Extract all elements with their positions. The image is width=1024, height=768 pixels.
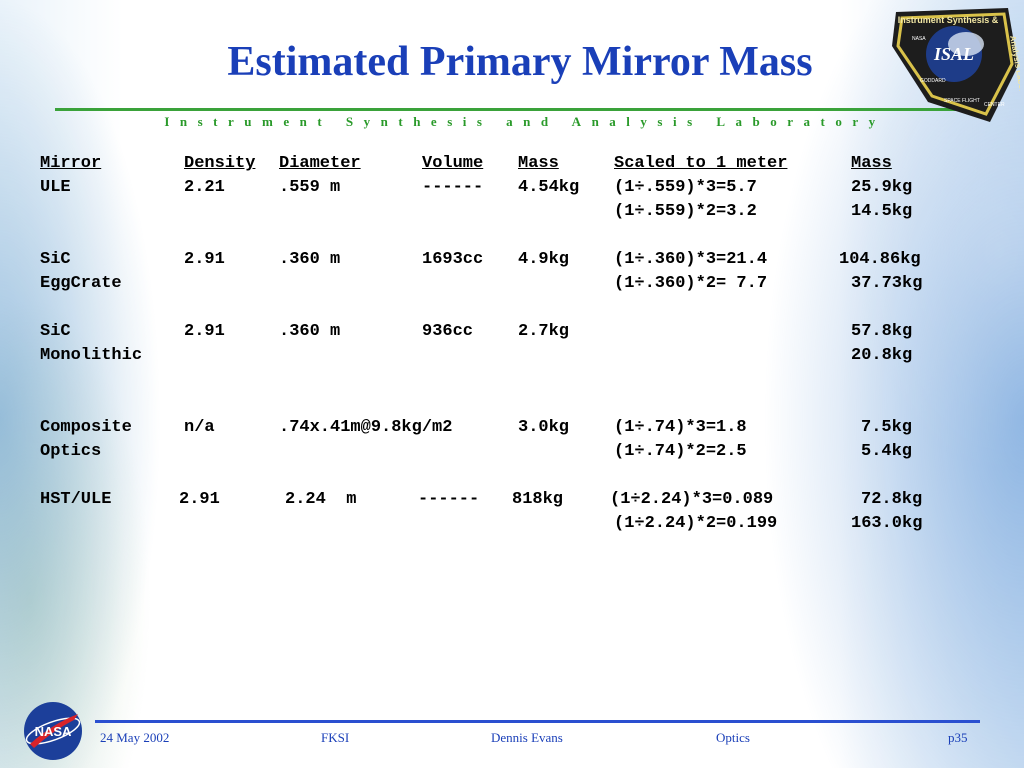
cell-scaled-mass: 14.5kg [851, 202, 913, 221]
cell-diameter: .360 m [279, 322, 341, 341]
cell-scaled: (1÷.559)*2=3.2 [614, 202, 757, 221]
cell-scaled: (1÷2.24)*2=0.199 [614, 514, 778, 533]
logo-small-nasa: NASA [912, 36, 926, 42]
cell-scaled-mass: 163.0kg [851, 514, 923, 533]
footer-divider [95, 720, 980, 723]
header-mass-scaled: Mass [851, 154, 892, 173]
cell-mirror: SiC [40, 250, 71, 269]
cell-volume: ------ [418, 490, 480, 509]
footer-mission: FKSI [321, 730, 350, 745]
cell-mirror: Monolithic [40, 346, 143, 365]
cell-scaled: (1÷.559)*3=5.7 [614, 178, 757, 197]
cell-diameter: .74x.41m@9.8kg/m2 [279, 418, 453, 437]
logo-center-text: ISAL [933, 44, 974, 64]
cell-mass: 818kg [512, 490, 564, 509]
cell-mirror: HST/ULE [40, 490, 112, 509]
cell-mass: 2.7kg [518, 322, 570, 341]
logo-small-goddard: GODDARD [920, 78, 946, 84]
cell-density: 2.91 [184, 250, 225, 269]
cell-scaled-mass: 72.8kg [861, 490, 923, 509]
cell-volume: 936cc [422, 322, 474, 341]
cell-scaled-mass: 37.73kg [851, 274, 923, 293]
cell-density: 2.91 [184, 322, 225, 341]
cell-density: 2.21 [184, 178, 225, 197]
title-divider [55, 108, 965, 111]
cell-scaled-mass: 7.5kg [861, 418, 913, 437]
logo-small-center: CENTER [984, 102, 1005, 108]
logo-small-spaceflight: SPACE FLIGHT [944, 98, 980, 104]
cell-scaled: (1÷.360)*3=21.4 [614, 250, 768, 269]
cell-scaled-mass: 20.8kg [851, 346, 913, 365]
cell-mirror: EggCrate [40, 274, 122, 293]
footer-date: 24 May 2002 [100, 730, 170, 745]
header-scaled: Scaled to 1 meter [614, 154, 788, 173]
cell-mass: 4.54kg [518, 178, 580, 197]
cell-density: n/a [184, 418, 215, 437]
cell-mass: 4.9kg [518, 250, 570, 269]
cell-scaled-mass: 25.9kg [851, 178, 913, 197]
cell-scaled-mass: 5.4kg [861, 442, 913, 461]
isal-logo-icon: ISAL Instrument Synthesis & Analysis Lab… [892, 8, 1020, 122]
header-volume: Volume [422, 154, 484, 173]
cell-scaled: (1÷.360)*2= 7.7 [614, 274, 768, 293]
cell-diameter: 2.24 m [285, 490, 357, 509]
cell-scaled-mass: 57.8kg [851, 322, 913, 341]
header-diameter: Diameter [279, 154, 361, 173]
cell-diameter: .559 m [279, 178, 341, 197]
header-mass: Mass [518, 154, 559, 173]
footer-page: p35 [948, 730, 968, 745]
cell-diameter: .360 m [279, 250, 341, 269]
cell-mirror: Optics [40, 442, 102, 461]
cell-volume: ------ [422, 178, 484, 197]
logo-ring-top: Instrument Synthesis & [898, 15, 999, 25]
slide-subtitle: Instrument Synthesis and Analysis Labora… [164, 114, 886, 129]
footer-topic: Optics [716, 730, 750, 745]
nasa-logo-text: NASA [35, 724, 72, 739]
cell-mass: 3.0kg [518, 418, 570, 437]
cell-volume: 1693cc [422, 250, 484, 269]
footer-author: Dennis Evans [491, 730, 563, 745]
slide-title: Estimated Primary Mirror Mass [227, 39, 813, 85]
cell-scaled: (1÷.74)*2=2.5 [614, 442, 747, 461]
header-density: Density [184, 154, 256, 173]
cell-scaled-mass: 104.86kg [839, 250, 921, 269]
cell-mirror: ULE [40, 178, 71, 197]
cell-mirror: Composite [40, 418, 132, 437]
cell-scaled: (1÷2.24)*3=0.089 [610, 490, 774, 509]
cell-scaled: (1÷.74)*3=1.8 [614, 418, 747, 437]
header-mirror: Mirror [40, 154, 102, 173]
nasa-logo-icon: NASA [24, 702, 82, 760]
cell-mirror: SiC [40, 322, 71, 341]
cell-density: 2.91 [179, 490, 220, 509]
